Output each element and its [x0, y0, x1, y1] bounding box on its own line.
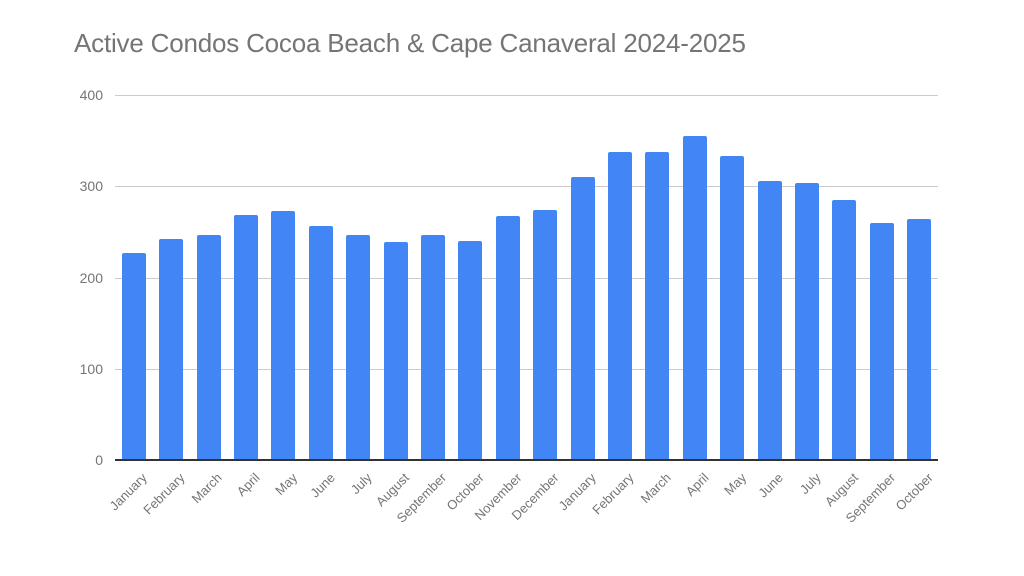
- bar[interactable]: [159, 239, 184, 460]
- x-tick-label: March: [637, 470, 675, 507]
- y-tick-label: 100: [79, 360, 103, 377]
- x-tick-label: October: [892, 470, 936, 514]
- gridline: [115, 186, 938, 188]
- bar[interactable]: [533, 209, 558, 460]
- bar[interactable]: [757, 180, 782, 460]
- x-tick-label: April: [682, 470, 712, 500]
- y-tick-label: 200: [79, 269, 103, 286]
- bar[interactable]: [495, 216, 520, 460]
- gridline: [115, 95, 938, 96]
- bar[interactable]: [907, 219, 932, 460]
- bar[interactable]: [346, 234, 371, 460]
- x-axis-line: [115, 459, 938, 461]
- x-tick-label: April: [233, 470, 263, 500]
- bar[interactable]: [196, 234, 221, 460]
- gridline: [115, 277, 938, 279]
- x-tick-label: June: [755, 470, 787, 501]
- x-tick-label: March: [188, 470, 226, 507]
- x-tick-label: May: [271, 470, 300, 498]
- y-tick-label: 300: [79, 178, 103, 195]
- bar[interactable]: [271, 210, 296, 460]
- bar[interactable]: [832, 199, 857, 460]
- plot-area: [115, 95, 938, 461]
- bar[interactable]: [645, 151, 670, 460]
- bar[interactable]: [458, 241, 483, 460]
- y-tick-label: 400: [79, 87, 103, 103]
- bar[interactable]: [682, 136, 707, 460]
- bar[interactable]: [420, 234, 445, 460]
- x-tick-label: June: [306, 470, 338, 501]
- bar[interactable]: [570, 177, 595, 460]
- gridline: [115, 368, 938, 370]
- bar[interactable]: [121, 252, 146, 460]
- bar[interactable]: [869, 222, 894, 460]
- x-tick-label: May: [720, 470, 749, 498]
- x-tick-label: February: [140, 470, 188, 518]
- bar[interactable]: [308, 226, 333, 460]
- bar[interactable]: [795, 182, 820, 460]
- bar[interactable]: [720, 156, 745, 460]
- y-tick-label: 0: [95, 452, 103, 468]
- bar[interactable]: [383, 241, 408, 460]
- x-tick-label: July: [347, 470, 375, 497]
- x-tick-label: July: [796, 470, 824, 497]
- bar[interactable]: [233, 214, 258, 460]
- bar[interactable]: [608, 151, 633, 460]
- chart-title: Active Condos Cocoa Beach & Cape Canaver…: [74, 28, 746, 58]
